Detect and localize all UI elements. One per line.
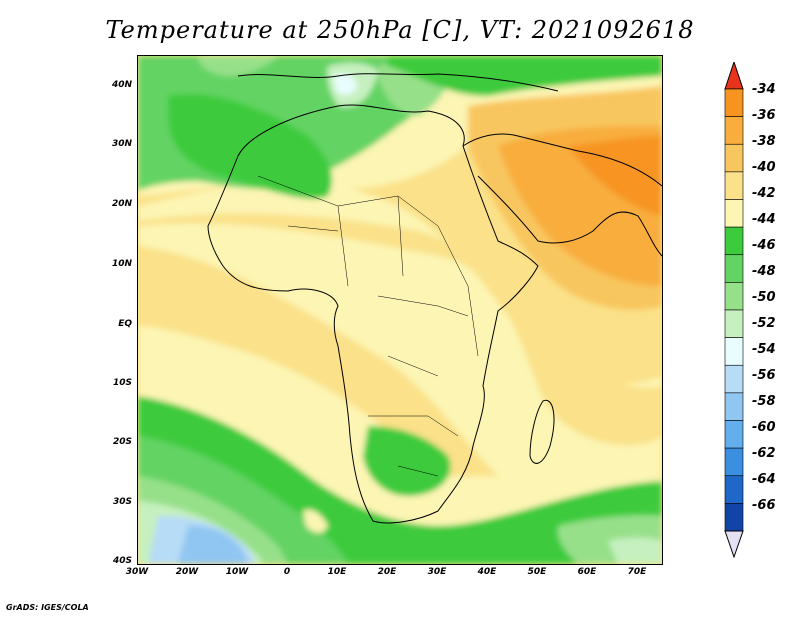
colorbar-bottom-arrow [724, 530, 744, 558]
colorbar-label: -56 [752, 368, 776, 383]
lon-label-10w: 10W [225, 567, 249, 577]
coastlines [207, 73, 662, 524]
field-pale-blob [303, 509, 328, 533]
colorbar-box [724, 226, 744, 256]
lon-label-0: 0 [283, 567, 291, 577]
temperature-field [138, 56, 662, 564]
lon-label-10e: 10E [327, 567, 347, 577]
colorbar-label: -46 [752, 238, 776, 253]
lat-label-40s: 40S [112, 556, 132, 566]
colorbar-boxes [724, 88, 744, 532]
colorbar-label: -48 [752, 264, 776, 279]
lon-label-20e: 20E [377, 567, 397, 577]
lat-label-20n: 20N [111, 199, 132, 209]
lon-label-40e: 40E [477, 567, 497, 577]
africa-outline [207, 104, 539, 524]
colorbar-box [724, 171, 744, 200]
colorbar-box [724, 254, 744, 283]
colorbar-label: -34 [752, 82, 776, 97]
lat-label-20s: 20S [112, 437, 132, 447]
field-cyan-med [333, 73, 358, 96]
colorbar-label: -58 [752, 394, 776, 409]
arabia-coast [477, 175, 662, 257]
colorbar-box [724, 116, 744, 145]
lat-label-eq: EQ [118, 319, 132, 329]
colorbar-box [724, 420, 744, 449]
lat-label-30n: 30N [111, 139, 132, 149]
colorbar-label: -38 [752, 134, 776, 149]
field-orange-dark [568, 136, 662, 216]
lon-label-30e: 30E [427, 567, 447, 577]
colorbar-label: -64 [752, 472, 776, 487]
field-lightgreen-nw [198, 56, 278, 76]
mediterranean-coast [237, 73, 559, 92]
field-palestgreen-se [608, 537, 662, 564]
lon-label-50e: 50E [527, 567, 547, 577]
lat-label-10s: 10S [112, 378, 132, 388]
colorbar-box [724, 447, 744, 477]
borders [257, 175, 479, 477]
colorbar-box [724, 282, 744, 311]
colorbar-box [724, 475, 744, 504]
colorbar-label: -66 [752, 498, 776, 513]
colorbar-box [724, 337, 744, 366]
lon-label-60e: 60E [577, 567, 597, 577]
colorbar-box [724, 143, 744, 173]
arabia-outline [462, 133, 662, 187]
colorbar-label: -62 [752, 446, 776, 461]
field-blue [178, 525, 248, 564]
lat-label-30s: 30S [112, 497, 132, 507]
lat-label-10n: 10N [111, 259, 132, 269]
colorbar-box [724, 503, 744, 532]
colorbar-label: -40 [752, 160, 776, 175]
field-green-sa [363, 426, 451, 496]
colorbar-label: -42 [752, 186, 776, 201]
field-yellow-center [138, 213, 662, 446]
footer-credit: GrADS: IGES/COLA [6, 603, 89, 612]
lon-label-30w: 30W [125, 567, 149, 577]
colorbar-top-arrow [724, 62, 744, 90]
colorbar-label: -44 [752, 212, 776, 227]
colorbar-box [724, 88, 744, 117]
colorbar-label: -36 [752, 108, 776, 123]
colorbar-label: -52 [752, 316, 776, 331]
colorbar-box [724, 309, 744, 338]
colorbar-label: -50 [752, 290, 776, 305]
madagascar-outline [529, 399, 555, 464]
colorbar-box [724, 392, 744, 421]
field-green-ne [388, 56, 662, 96]
field-yellow-atlantic [138, 246, 498, 476]
colorbar-label: -60 [752, 420, 776, 435]
temperature-map [137, 55, 663, 565]
field-green-north-dark [168, 94, 332, 199]
colorbar-label: -54 [752, 342, 776, 357]
map-title: Temperature at 250hPa [C], VT: 202109261… [105, 16, 695, 44]
colorbar-box [724, 364, 744, 394]
lon-label-20w: 20W [175, 567, 199, 577]
lon-label-70e: 70E [627, 567, 647, 577]
colorbar-box [724, 199, 744, 228]
lat-label-40n: 40N [111, 80, 132, 90]
colorbar [724, 62, 744, 558]
